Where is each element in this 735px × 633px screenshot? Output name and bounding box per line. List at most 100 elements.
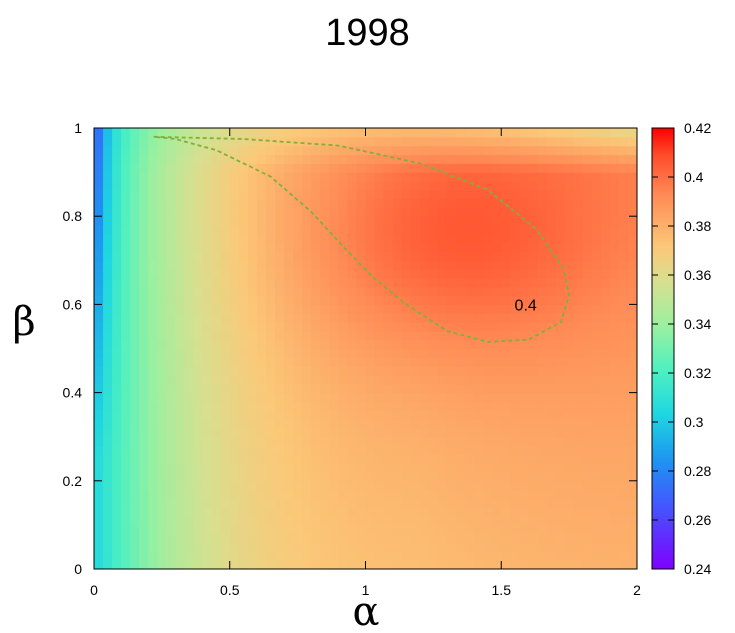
heatmap-cell — [302, 233, 312, 244]
heatmap-cell — [229, 507, 240, 517]
heatmap-cell — [474, 313, 484, 323]
heatmap-cell — [103, 304, 113, 314]
heatmap-cell — [184, 471, 195, 482]
heatmap-cell — [293, 180, 303, 191]
heatmap-cell — [220, 180, 231, 191]
heatmap-cell — [256, 419, 267, 429]
heatmap-cell — [157, 313, 167, 323]
heatmap-cell — [229, 260, 240, 270]
heatmap-cell — [220, 189, 231, 200]
heatmap-cell — [238, 330, 249, 341]
heatmap-cell — [265, 286, 276, 297]
heatmap-cell — [103, 489, 113, 500]
heatmap-cell — [573, 172, 584, 182]
heatmap-cell — [627, 145, 637, 156]
heatmap-cell — [419, 419, 430, 429]
heatmap-cell — [112, 322, 122, 332]
heatmap-cell — [166, 207, 177, 217]
heatmap-cell — [618, 454, 629, 464]
heatmap-cell — [103, 286, 113, 297]
heatmap-cell — [401, 524, 412, 535]
heatmap-cell — [293, 189, 303, 200]
heatmap-cell — [211, 498, 222, 508]
heatmap-cell — [103, 180, 113, 191]
heatmap-cell — [600, 383, 611, 394]
heatmap-cell — [284, 145, 294, 156]
heatmap-cell — [555, 163, 566, 173]
heatmap-cell — [220, 471, 231, 482]
heatmap-cell — [519, 383, 529, 394]
heatmap-cell — [193, 560, 204, 569]
heatmap-cell — [329, 560, 339, 569]
heatmap-cell — [419, 516, 430, 526]
heatmap-cell — [419, 339, 430, 350]
heatmap-cell — [528, 374, 539, 385]
heatmap-cell — [94, 551, 104, 561]
heatmap-cell — [121, 383, 131, 394]
heatmap-cell — [256, 136, 267, 147]
heatmap-cell — [148, 560, 158, 569]
heatmap-cell — [148, 524, 158, 535]
heatmap-cell — [175, 207, 186, 217]
heatmap-cell — [338, 498, 348, 508]
heatmap-cell — [492, 542, 502, 552]
heatmap-cell — [419, 216, 430, 226]
heatmap-cell — [483, 366, 493, 376]
heatmap-cell — [537, 260, 548, 270]
heatmap-cell — [483, 445, 493, 455]
heatmap-cell — [600, 128, 611, 138]
heatmap-cell — [600, 560, 611, 569]
heatmap-cell — [320, 172, 330, 182]
heatmap-cell — [229, 136, 240, 147]
heatmap-cell — [347, 295, 358, 305]
heatmap-cell — [347, 471, 358, 482]
heatmap-cell — [600, 533, 611, 544]
heatmap-cell — [293, 233, 303, 244]
heatmap-cell — [627, 322, 637, 332]
heatmap-cell — [356, 322, 367, 332]
heatmap-cell — [247, 560, 258, 569]
heatmap-cell — [311, 136, 321, 147]
heatmap-cell — [564, 295, 575, 305]
heatmap-cell — [211, 454, 222, 464]
heatmap-cell — [130, 419, 140, 429]
heatmap-cell — [275, 427, 285, 438]
heatmap-cell — [238, 145, 249, 156]
heatmap-cell — [392, 401, 403, 411]
heatmap-cell — [238, 322, 249, 332]
heatmap-cell — [320, 330, 330, 341]
heatmap-cell — [528, 471, 539, 482]
heatmap-cell — [365, 454, 376, 464]
heatmap-cell — [456, 277, 466, 288]
heatmap-cell — [419, 498, 430, 508]
heatmap-cell — [202, 419, 213, 429]
heatmap-cell — [428, 339, 439, 350]
heatmap-cell — [492, 313, 502, 323]
heatmap-cell — [465, 480, 475, 491]
heatmap-cell — [437, 560, 448, 569]
heatmap-cell — [211, 533, 222, 544]
heatmap-cell — [157, 533, 167, 544]
heatmap-cell — [211, 154, 222, 164]
heatmap-cell — [428, 172, 439, 182]
heatmap-cell — [582, 489, 593, 500]
heatmap-cell — [465, 410, 475, 420]
heatmap-cell — [175, 198, 186, 208]
heatmap-cell — [501, 163, 511, 173]
heatmap-cell — [202, 154, 213, 164]
heatmap-cell — [437, 507, 448, 517]
heatmap-cell — [537, 198, 548, 208]
heatmap-cell — [311, 172, 321, 182]
heatmap-cell — [528, 198, 539, 208]
heatmap-cell — [437, 348, 448, 358]
heatmap-cell — [320, 295, 330, 305]
heatmap-cell — [220, 154, 231, 164]
heatmap-cell — [184, 507, 195, 517]
heatmap-cell — [465, 366, 475, 376]
heatmap-cell — [157, 419, 167, 429]
heatmap-cell — [302, 454, 312, 464]
heatmap-cell — [528, 401, 539, 411]
heatmap-cell — [537, 322, 548, 332]
heatmap-cell — [94, 436, 104, 447]
heatmap-cell — [483, 533, 493, 544]
